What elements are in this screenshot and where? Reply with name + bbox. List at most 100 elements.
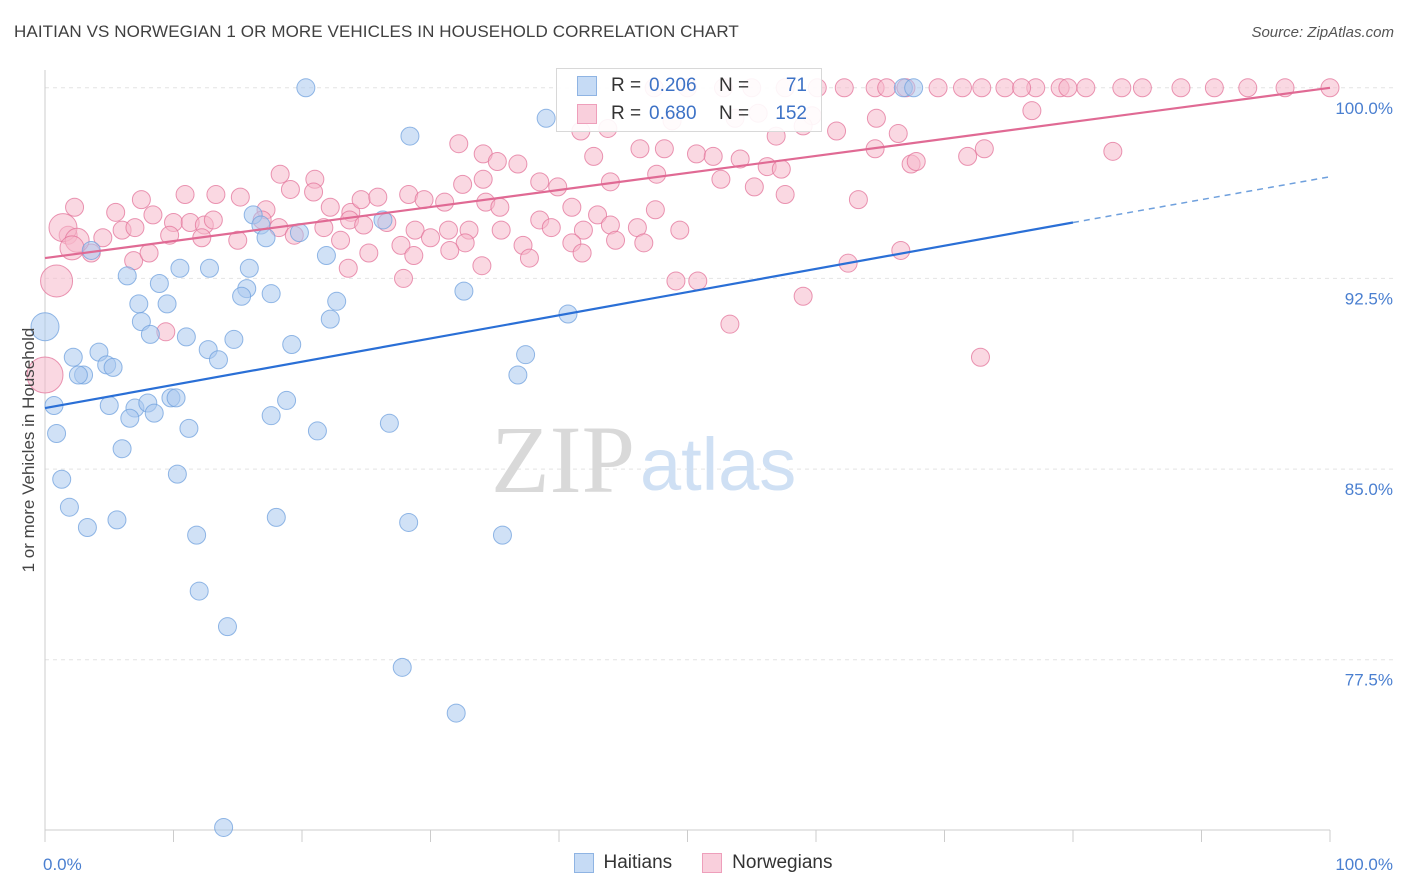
norwegians-point — [1132, 78, 1152, 98]
haitians-point — [117, 266, 137, 286]
norwegians-point — [160, 225, 180, 245]
haitians-point — [149, 274, 169, 294]
norwegians-point — [391, 235, 411, 255]
norwegians-point — [1103, 141, 1123, 161]
norwegians-point — [730, 149, 750, 169]
norwegians-point — [970, 347, 990, 367]
haitians-point — [99, 396, 119, 416]
norwegians-point — [686, 144, 706, 164]
norwegians-point — [487, 152, 507, 172]
norwegians-point — [572, 243, 592, 263]
norwegians-point — [26, 356, 64, 394]
norwegians-point — [647, 164, 667, 184]
norwegians-point — [368, 187, 388, 207]
haitians-point — [261, 284, 281, 304]
haitians-point — [52, 469, 72, 489]
norwegians-point — [491, 220, 511, 240]
norwegians-point — [203, 210, 223, 230]
watermark-zip: ZIP — [491, 406, 635, 513]
y-axis-label: 1 or more Vehicles in Household — [19, 328, 38, 573]
haitians-point — [400, 126, 420, 146]
haitians-point — [277, 390, 297, 410]
norwegians-point — [928, 78, 948, 98]
haitians-point — [144, 403, 164, 423]
norwegians-point — [440, 240, 460, 260]
haitians-point — [166, 388, 186, 408]
haitians-point — [199, 258, 219, 278]
y-tick-label: 92.5% — [1345, 289, 1393, 308]
norwegians-point — [304, 182, 324, 202]
norwegians-legend-swatch — [702, 853, 723, 873]
norwegians-point — [438, 220, 458, 240]
norwegians-point — [645, 200, 665, 220]
norwegians-point — [670, 220, 690, 240]
norwegians-point — [473, 169, 493, 189]
norwegians-point — [230, 187, 250, 207]
norwegians-point — [455, 233, 475, 253]
haitians-point — [157, 294, 177, 314]
norwegians-point — [421, 228, 440, 248]
norwegians-point — [175, 185, 195, 205]
haitians-point — [392, 657, 412, 677]
norwegians-point — [280, 179, 300, 199]
norwegians-point — [866, 108, 886, 128]
haitians-n-value: 71 — [785, 75, 807, 96]
haitians-point — [140, 324, 160, 344]
legend-item-norwegians[interactable]: Norwegians — [702, 852, 832, 874]
norwegians-trend-line — [44, 86, 1331, 260]
series-haitians — [30, 78, 924, 837]
haitians-point — [30, 312, 60, 342]
chart-title: HAITIAN VS NORWEGIAN 1 OR MORE VEHICLES … — [14, 22, 739, 41]
haitians-point — [256, 228, 276, 248]
haitians-point — [208, 350, 228, 370]
haitians-point — [170, 258, 190, 278]
norwegians-point — [793, 286, 813, 306]
norwegians-point — [338, 258, 358, 278]
haitians-point — [266, 507, 286, 527]
norwegians-point — [548, 177, 568, 197]
haitians-trend-line — [44, 221, 1074, 410]
trend-lines — [44, 86, 1331, 410]
haitians-point — [508, 365, 528, 385]
norwegians-point — [530, 172, 550, 192]
haitians-trend-extension — [1072, 176, 1331, 224]
haitians-point — [446, 703, 466, 723]
haitians-legend-swatch — [573, 853, 594, 873]
x-tick-label-min: 0.0% — [43, 855, 82, 874]
norwegians-point — [584, 146, 604, 166]
norwegians-point — [453, 174, 473, 194]
haitians-point — [904, 78, 924, 98]
norwegians-point — [958, 146, 978, 166]
norwegians-point — [472, 256, 492, 276]
series-norwegians — [26, 78, 1340, 394]
norwegians-point — [131, 190, 151, 210]
norwegians-point — [888, 124, 908, 144]
series-legend: Haitians Norwegians — [0, 852, 1406, 874]
norwegians-r-value: 0.680 — [649, 103, 697, 124]
watermark-atlas: atlas — [640, 423, 796, 506]
n-label: N = — [719, 75, 750, 96]
haitians-point — [176, 327, 196, 347]
norwegians-point — [359, 243, 379, 263]
norwegians-point — [1022, 101, 1042, 121]
norwegians-point — [314, 218, 334, 238]
haitians-point — [214, 817, 234, 837]
norwegians-point — [744, 177, 764, 197]
haitians-point — [261, 406, 281, 426]
norwegians-n-value: 152 — [775, 103, 807, 124]
haitians-point — [224, 329, 244, 349]
stats-legend: R = 0.206 N = 71 R = 0.680 N = 152 — [556, 68, 822, 132]
norwegians-point — [1171, 78, 1191, 98]
haitians-point — [327, 291, 347, 311]
haitians-point — [47, 423, 67, 443]
source-credit: Source: ZipAtlas.com — [1251, 24, 1394, 41]
haitians-point — [112, 439, 132, 459]
haitians-point — [536, 108, 556, 128]
legend-item-haitians[interactable]: Haitians — [573, 852, 673, 874]
haitians-legend-label: Haitians — [603, 852, 673, 873]
haitians-point — [63, 347, 83, 367]
haitians-point — [189, 581, 209, 601]
norwegians-point — [490, 197, 510, 217]
norwegians-point — [1058, 78, 1078, 98]
haitians-point — [282, 335, 302, 355]
